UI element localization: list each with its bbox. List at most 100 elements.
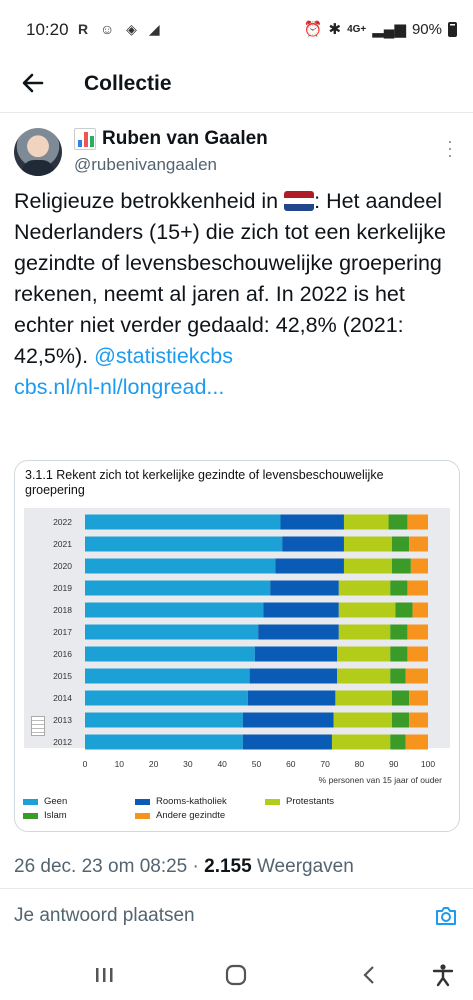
- bar-segment: [395, 602, 413, 618]
- bar-segment: [85, 602, 264, 618]
- legend-item: Rooms-katholiek: [135, 796, 227, 807]
- system-nav-bar: [0, 950, 473, 1000]
- bar-segment: [343, 558, 392, 574]
- x-tick-label: 20: [149, 759, 159, 769]
- legend-swatch: [135, 812, 150, 819]
- back-nav-icon[interactable]: [354, 960, 384, 990]
- bar-segment: [254, 646, 338, 662]
- bar-segment: [409, 712, 428, 728]
- y-tick-label: 2017: [53, 627, 72, 637]
- legend-swatch: [23, 812, 38, 819]
- bar-segment: [405, 668, 428, 684]
- camera-icon[interactable]: [434, 905, 458, 927]
- bar-segment: [391, 712, 410, 728]
- external-link[interactable]: cbs.nl/nl-nl/longread...: [14, 375, 225, 399]
- status-bar: 10:20 R ☺ ◈ ◢ ⏰ ✱ 4G+ ▂▄▆ 90%: [0, 0, 473, 62]
- y-tick-label: 2021: [53, 539, 72, 549]
- legend-swatch: [135, 798, 150, 805]
- recent-apps-icon[interactable]: [89, 960, 119, 990]
- y-tick-label: 2016: [53, 649, 72, 659]
- more-options-icon[interactable]: · · ·: [447, 131, 453, 165]
- chart-title: 3.1.1 Rekent zich tot kerkelijke gezindt…: [25, 468, 384, 497]
- bar-segment: [85, 558, 276, 574]
- legend-item: Andere gezindte: [135, 810, 225, 821]
- author-display-name[interactable]: Ruben van Gaalen: [102, 128, 268, 149]
- legend-label: Protestants: [286, 796, 335, 807]
- home-icon[interactable]: [221, 960, 251, 990]
- network-type: 4G+: [347, 23, 367, 35]
- accessibility-icon[interactable]: [428, 960, 458, 990]
- bar-chart-emoji-icon: [74, 128, 96, 150]
- signal-icon: ▂▄▆: [372, 21, 406, 38]
- bar-segment: [407, 580, 428, 596]
- bar-segment: [275, 558, 344, 574]
- avatar[interactable]: [14, 128, 62, 176]
- chart-legend: Geen Rooms-katholiek Protestants Islam Ander…: [23, 796, 453, 826]
- bar-segment: [390, 734, 406, 750]
- y-tick-label: 2020: [53, 561, 72, 571]
- app-bar: Collectie: [0, 62, 473, 108]
- y-tick-label: 2012: [53, 737, 72, 747]
- bar-segment: [270, 580, 339, 596]
- bar-segment: [407, 624, 428, 640]
- bar-segment: [337, 646, 391, 662]
- author-name-row[interactable]: Ruben van Gaalen: [74, 128, 268, 150]
- x-tick-label: 100: [421, 759, 435, 769]
- y-tick-label: 2018: [53, 605, 72, 615]
- bar-segment: [391, 690, 410, 706]
- bar-segment: [331, 734, 391, 750]
- x-tick-label: 40: [217, 759, 227, 769]
- bar-segment: [249, 668, 338, 684]
- bar-segment: [258, 624, 339, 640]
- status-time: 10:20: [26, 20, 69, 39]
- bar-segment: [85, 536, 283, 552]
- views-count[interactable]: 2.155: [204, 856, 252, 877]
- bar-segment: [388, 514, 408, 530]
- divider: [0, 112, 473, 113]
- chart-image[interactable]: 3.1.1 Rekent zich tot kerkelijke gezindt…: [14, 460, 460, 832]
- bar-segment: [409, 690, 428, 706]
- page-title: Collectie: [84, 72, 172, 95]
- bar-segment: [390, 624, 408, 640]
- status-notification-icons: R ☺ ◈ ◢: [78, 21, 164, 37]
- y-tick-label: 2019: [53, 583, 72, 593]
- bar-segment: [405, 734, 428, 750]
- x-tick-label: 60: [286, 759, 296, 769]
- bluetooth-icon: ✱: [328, 21, 342, 38]
- netherlands-flag-icon: [284, 191, 315, 211]
- legend-item: Islam: [23, 810, 67, 821]
- divider: [0, 888, 473, 889]
- back-arrow-icon[interactable]: [20, 70, 46, 96]
- tweet-text-part1: Religieuze betrokkenheid in: [14, 189, 285, 213]
- views-label[interactable]: Weergaven: [251, 856, 354, 877]
- y-tick-label: 2015: [53, 671, 72, 681]
- bar-segment: [412, 602, 428, 618]
- y-tick-label: 2014: [53, 693, 72, 703]
- bar-segment: [85, 712, 243, 728]
- bar-segment: [280, 514, 344, 530]
- document-icon: [31, 716, 45, 736]
- legend-swatch: [265, 798, 280, 805]
- x-tick-label: 80: [355, 759, 365, 769]
- bar-segment: [338, 602, 396, 618]
- tweet-meta: 26 dec. 23 om 08:25 · 2.155 Weergaven: [14, 856, 354, 878]
- bar-segment: [409, 536, 428, 552]
- author-handle[interactable]: @rubenivangaalen: [74, 155, 217, 174]
- y-tick-label: 2013: [53, 715, 72, 725]
- reply-input[interactable]: Je antwoord plaatsen: [14, 905, 195, 926]
- bar-segment: [85, 734, 243, 750]
- bar-segment: [391, 536, 410, 552]
- x-axis-label: % personen van 15 jaar of ouder: [319, 775, 443, 785]
- bar-segment: [407, 646, 428, 662]
- meta-separator: ·: [187, 856, 205, 877]
- x-tick-label: 30: [183, 759, 193, 769]
- mention-link[interactable]: @statistiekcbs: [94, 344, 233, 368]
- tweet-text: Religieuze betrokkenheid in : Het aandee…: [14, 186, 464, 403]
- bar-segment: [337, 668, 391, 684]
- bar-segment: [85, 646, 255, 662]
- bar-segment: [343, 536, 392, 552]
- alarm-icon: ⏰: [303, 21, 323, 38]
- x-tick-label: 90: [389, 759, 399, 769]
- bar-segment: [391, 558, 411, 574]
- legend-swatch: [23, 798, 38, 805]
